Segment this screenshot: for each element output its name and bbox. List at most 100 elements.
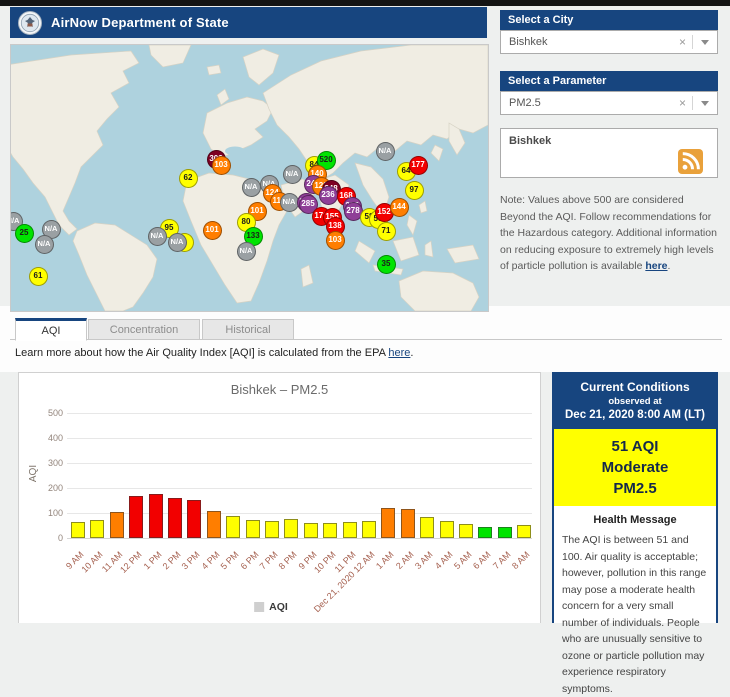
city-select-value: Bishkek <box>501 36 673 48</box>
aqi-bar[interactable] <box>207 511 221 539</box>
note-here-link[interactable]: here <box>645 260 667 272</box>
aqi-marker[interactable]: N/A <box>280 193 299 212</box>
current-conditions-header: Current Conditions observed at Dec 21, 2… <box>554 374 716 429</box>
aqi-bar[interactable] <box>440 521 454 538</box>
aqi-bar[interactable] <box>284 519 298 538</box>
aqi-marker[interactable]: 61 <box>29 267 48 286</box>
tab-aqi[interactable]: AQI <box>15 318 87 341</box>
page-title: AirNow Department of State <box>51 15 229 30</box>
aqi-marker[interactable]: N/A <box>35 235 54 254</box>
x-axis-tick-label: 1 AM <box>374 549 396 571</box>
health-message-section: Health Message The AQI is between 51 and… <box>554 506 716 697</box>
cc-pollutant: PM2.5 <box>556 478 714 499</box>
learn-more-suffix: . <box>410 347 413 359</box>
parameter-clear-icon[interactable]: × <box>673 96 692 110</box>
health-message-text: The AQI is between 51 and 100. Air quali… <box>562 532 708 697</box>
aqi-marker[interactable]: N/A <box>237 242 256 261</box>
aqi-bar[interactable] <box>498 527 512 538</box>
dos-seal-icon <box>18 11 42 35</box>
aqi-bar[interactable] <box>110 512 124 538</box>
aqi-marker[interactable]: 97 <box>405 181 424 200</box>
y-axis-tick-label: 500 <box>25 408 63 418</box>
x-axis-tick-label: 8 PM <box>277 549 299 571</box>
cc-datetime: Dec 21, 2020 8:00 AM (LT) <box>556 408 714 423</box>
x-axis-tick-label: 8 AM <box>510 549 532 571</box>
city-clear-icon[interactable]: × <box>673 35 692 49</box>
aqi-bar[interactable] <box>459 524 473 538</box>
aqi-marker[interactable]: N/A <box>168 233 187 252</box>
world-map[interactable]: N/A25N/AN/A6195N/A2N/A10162303103N/AN/AN… <box>10 44 489 312</box>
aqi-marker[interactable]: 103 <box>212 156 231 175</box>
y-axis-tick-label: 200 <box>25 483 63 493</box>
city-select[interactable]: Bishkek × <box>500 30 718 54</box>
aqi-bar[interactable] <box>246 520 260 538</box>
epa-link[interactable]: here <box>388 347 410 359</box>
aqi-bar[interactable] <box>226 516 240 538</box>
beyond-aqi-note: Note: Values above 500 are considered Be… <box>500 192 718 275</box>
x-axis-tick-label: 6 AM <box>471 549 493 571</box>
aqi-bar[interactable] <box>478 527 492 538</box>
top-black-bar <box>0 0 730 6</box>
cc-aqi-box: 51 AQI Moderate PM2.5 <box>554 429 716 506</box>
cc-aqi-category: Moderate <box>556 457 714 478</box>
y-axis-tick-label: 300 <box>25 458 63 468</box>
aqi-marker[interactable]: 35 <box>377 255 396 274</box>
aqi-bar[interactable] <box>323 523 337 539</box>
aqi-marker[interactable]: 62 <box>179 169 198 188</box>
aqi-marker[interactable]: 236 <box>319 186 338 205</box>
aqi-marker[interactable]: 101 <box>203 221 222 240</box>
aqi-bar[interactable] <box>168 498 182 538</box>
aqi-bar[interactable] <box>129 496 143 538</box>
aqi-marker[interactable]: N/A <box>242 178 261 197</box>
cc-observed-at: observed at <box>556 395 714 408</box>
parameter-caret-icon[interactable] <box>701 101 709 106</box>
aqi-bar[interactable] <box>304 523 318 539</box>
city-caret-icon[interactable] <box>701 40 709 45</box>
aqi-marker[interactable]: 25 <box>15 224 34 243</box>
y-axis-tick-label: 400 <box>25 433 63 443</box>
aqi-marker[interactable]: N/A <box>376 142 395 161</box>
legend-label: AQI <box>269 601 288 613</box>
aqi-bar[interactable] <box>90 520 104 538</box>
y-axis-tick-label: 0 <box>25 533 63 543</box>
parameter-select[interactable]: PM2.5 × <box>500 91 718 115</box>
x-axis-tick-label: 3 AM <box>413 549 435 571</box>
x-axis-tick-label: 7 PM <box>258 549 280 571</box>
gridline <box>67 413 532 414</box>
x-axis-tick-label: 6 PM <box>238 549 260 571</box>
x-axis-tick-label: 3 PM <box>180 549 202 571</box>
aqi-bar[interactable] <box>517 525 531 538</box>
aqi-marker[interactable]: 177 <box>409 156 428 175</box>
x-axis-tick-label: 7 AM <box>491 549 513 571</box>
aqi-bar[interactable] <box>149 494 163 539</box>
aqi-marker[interactable]: 103 <box>326 231 345 250</box>
aqi-bar[interactable] <box>401 509 415 539</box>
aqi-bar[interactable] <box>420 517 434 538</box>
select-parameter-header: Select a Parameter <box>500 71 718 91</box>
cc-title: Current Conditions <box>556 380 714 395</box>
tab-concentration[interactable]: Concentration <box>88 319 200 340</box>
aqi-marker[interactable]: N/A <box>148 227 167 246</box>
legend-swatch <box>254 602 264 612</box>
tab-historical[interactable]: Historical <box>202 319 294 340</box>
aqi-chart-panel: Bishkek – PM2.5 AQI 50040030020010009 AM… <box>18 372 541 623</box>
aqi-bar[interactable] <box>71 522 85 538</box>
rss-icon[interactable] <box>678 149 703 174</box>
aqi-marker[interactable]: 144 <box>390 198 409 217</box>
tab-bar: AQI Concentration Historical <box>10 318 722 340</box>
select-divider <box>692 35 693 49</box>
aqi-bar[interactable] <box>187 500 201 538</box>
aqi-bar[interactable] <box>343 522 357 538</box>
aqi-bar[interactable] <box>362 521 376 539</box>
y-axis-tick-label: 100 <box>25 508 63 518</box>
chart-legend[interactable]: AQI <box>254 601 288 613</box>
aqi-bar[interactable] <box>265 521 279 539</box>
learn-more-text: Learn more about how the Air Quality Ind… <box>15 347 413 359</box>
aqi-marker[interactable]: 71 <box>377 222 396 241</box>
aqi-marker[interactable]: N/A <box>283 165 302 184</box>
chart-title: Bishkek – PM2.5 <box>19 382 540 397</box>
aqi-bar[interactable] <box>381 508 395 539</box>
current-conditions-panel: Current Conditions observed at Dec 21, 2… <box>552 372 718 623</box>
rss-city-label: Bishkek <box>509 135 551 147</box>
gridline <box>67 538 532 539</box>
